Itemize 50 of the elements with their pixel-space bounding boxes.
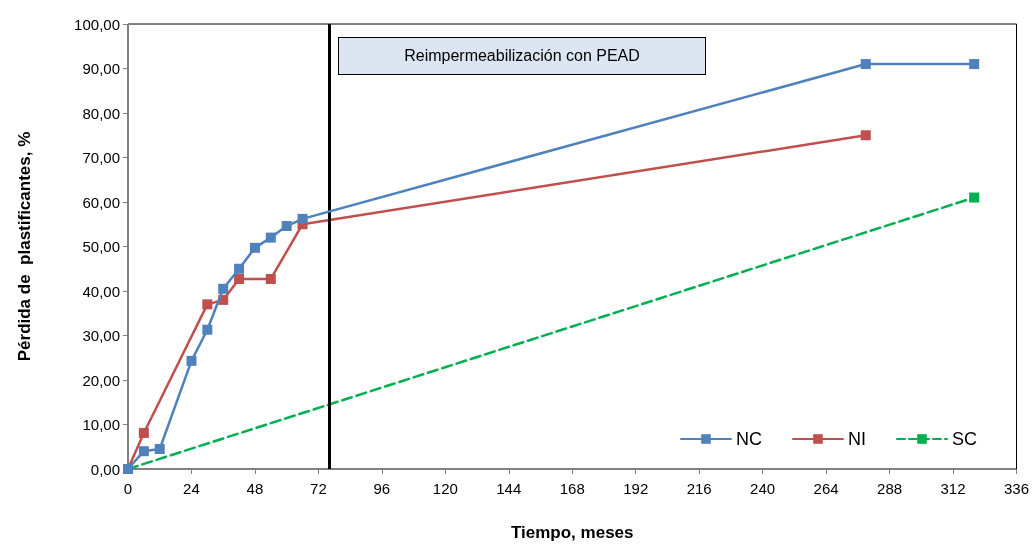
y-tick-label: 0,00: [90, 460, 120, 478]
y-tick-label: 70,00: [82, 149, 120, 166]
x-axis-title: Tiempo, meses: [510, 523, 634, 542]
x-tick-label: 96: [373, 480, 391, 497]
point: [234, 273, 245, 284]
point: [138, 427, 149, 438]
legend-label: NI: [848, 429, 866, 449]
x-tick-label: 336: [1003, 480, 1029, 497]
point: [202, 299, 213, 310]
point: [234, 263, 245, 274]
point: [154, 443, 165, 454]
x-tick-label: 288: [877, 480, 903, 497]
x-tick-label: 192: [623, 480, 649, 497]
point: [249, 242, 260, 253]
point: [969, 192, 980, 203]
point: [860, 130, 871, 141]
y-tick-label: 30,00: [82, 327, 120, 344]
x-tick-label: 240: [750, 480, 776, 497]
x-tick-label: 264: [813, 480, 839, 497]
x-tick-label: 312: [940, 480, 966, 497]
x-tick-label: 0: [123, 480, 133, 497]
x-tick-label: 120: [432, 480, 458, 497]
note-box: Reimpermeabilización con PEAD: [338, 37, 706, 75]
y-tick-label: 90,00: [82, 60, 120, 77]
y-tick-label: 80,00: [82, 104, 120, 122]
legend-label: NC: [736, 429, 762, 449]
x-tick-label: 216: [686, 480, 712, 497]
point: [281, 221, 292, 232]
point: [969, 59, 980, 70]
point: [138, 446, 149, 457]
y-tick-label: 100,00: [74, 15, 120, 33]
x-tick-label: 144: [496, 480, 522, 497]
point: [218, 283, 229, 294]
y-tick-label: 60,00: [82, 193, 120, 211]
point: [297, 213, 308, 224]
legend-label: SC: [952, 429, 978, 449]
point: [265, 273, 276, 284]
x-tick-label: 72: [310, 480, 327, 497]
x-tick-label: 48: [246, 480, 264, 497]
point: [860, 59, 871, 70]
y-axis-title: Pérdida de plastificantes, %: [15, 131, 34, 362]
point: [265, 232, 276, 243]
point: [186, 355, 197, 366]
x-tick-label: 168: [559, 480, 585, 497]
y-tick-label: 40,00: [82, 282, 120, 300]
point: [202, 324, 213, 335]
y-tick-label: 50,00: [82, 238, 120, 255]
y-tick-label: 10,00: [82, 416, 120, 433]
x-tick-label: 24: [183, 480, 200, 497]
y-tick-label: 20,00: [82, 371, 120, 389]
